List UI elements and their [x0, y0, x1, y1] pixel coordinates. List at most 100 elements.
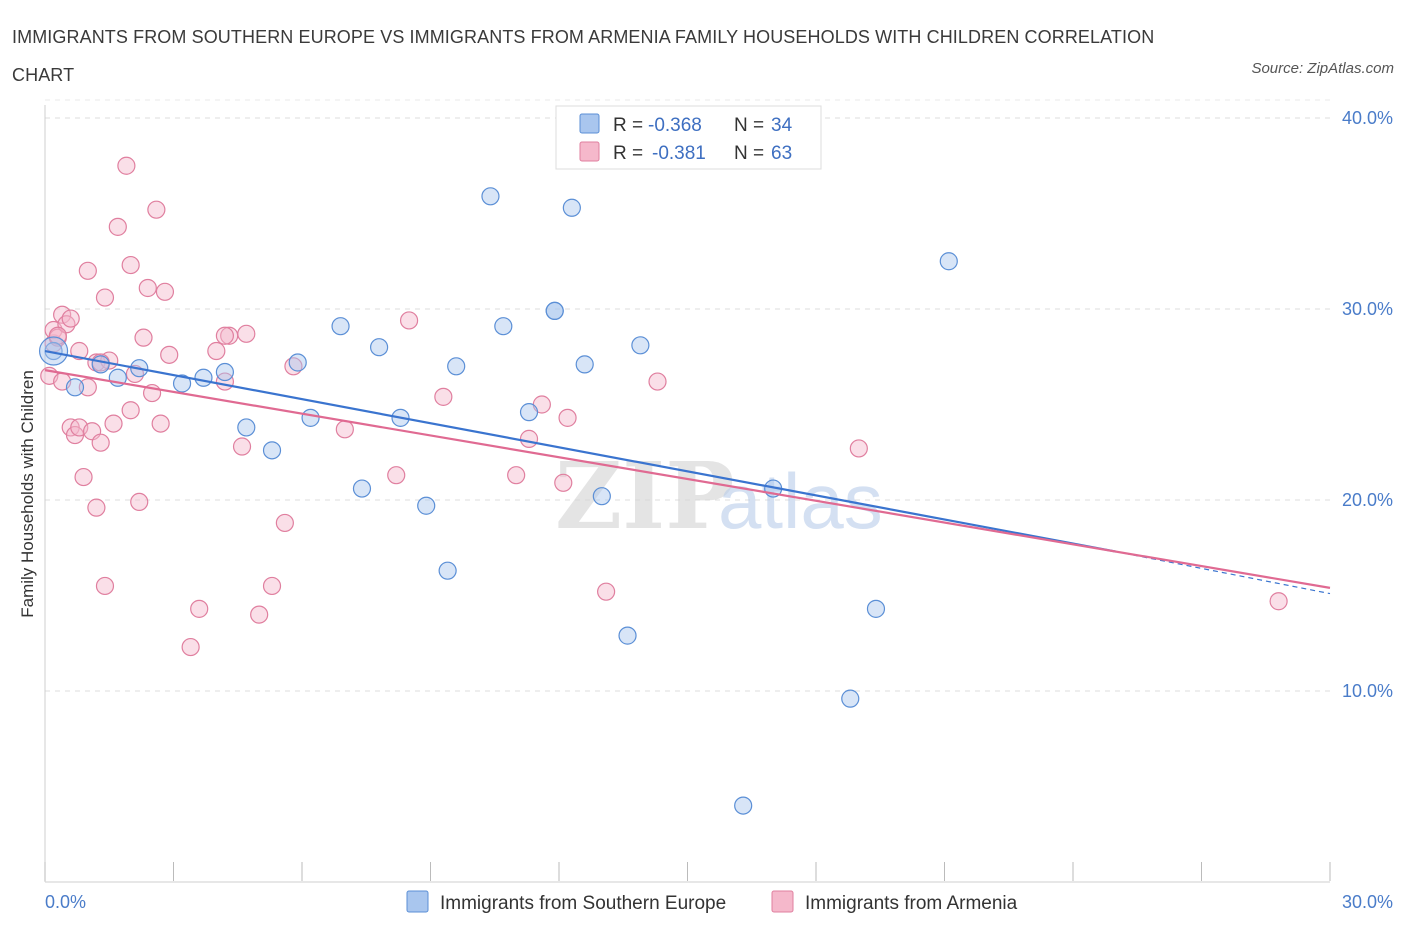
- point-armenia-28: [130, 492, 149, 512]
- point-southern-europe-25: [592, 487, 611, 506]
- trend-line-armenia: [44, 369, 1331, 589]
- point-armenia-29: [134, 328, 153, 347]
- x-tick-label-min: 0.0%: [45, 892, 86, 912]
- point-southern-europe-27: [631, 336, 650, 355]
- legend-n-value-0: 34: [771, 115, 793, 136]
- watermark-atlas: atlas: [718, 457, 883, 545]
- point-armenia-18: [91, 433, 110, 452]
- point-southern-europe-19: [481, 187, 500, 206]
- legend-r-label-0: R =: [613, 115, 643, 136]
- point-armenia-4: [53, 305, 72, 324]
- point-southern-europe-32: [939, 252, 958, 271]
- axes: [44, 105, 1331, 883]
- point-armenia-23: [108, 217, 127, 236]
- point-armenia-56: [597, 582, 616, 601]
- point-southern-europe-10: [288, 353, 307, 372]
- point-armenia-32: [147, 200, 166, 219]
- y-axis-title: Family Households with Children: [18, 370, 37, 618]
- point-armenia-44: [262, 576, 282, 596]
- gridlines: [45, 99, 1330, 692]
- point-armenia-42: [237, 324, 256, 343]
- point-armenia-14: [78, 261, 97, 280]
- point-southern-europe-30: [841, 689, 860, 708]
- watermark-zip: ZIP: [555, 442, 734, 550]
- trend-lines: [44, 349, 1331, 595]
- point-southern-europe-31: [866, 599, 886, 618]
- point-armenia-61: [215, 326, 234, 345]
- legend-r-value-1: -0.381: [652, 143, 706, 164]
- point-armenia-11: [70, 341, 89, 361]
- point-southern-europe-33: [545, 301, 564, 321]
- trend-line-southern-europe: [44, 349, 1117, 553]
- data-points: [38, 156, 1288, 815]
- y-tick-label-30: 30.0%: [1342, 299, 1393, 319]
- legend-n-label-0: N =: [734, 115, 764, 136]
- point-armenia-43: [250, 605, 269, 624]
- x-tick-label-max: 30.0%: [1342, 892, 1393, 912]
- point-armenia-24: [117, 156, 136, 175]
- point-armenia-41: [232, 437, 252, 456]
- point-armenia-13: [78, 378, 97, 397]
- point-armenia-26: [121, 401, 140, 420]
- point-southern-europe-24: [575, 355, 594, 374]
- y-tick-label-20: 20.0%: [1342, 490, 1393, 510]
- stats-legend: R = -0.368 N = 34 R = -0.381 N = 63: [555, 105, 822, 170]
- point-armenia-37: [190, 599, 209, 618]
- point-armenia-34: [155, 282, 175, 301]
- point-armenia-19: [95, 576, 115, 596]
- y-tick-label-10: 10.0%: [1342, 681, 1393, 701]
- point-southern-europe-6: [194, 368, 213, 387]
- tick-labels: 10.0% 20.0% 30.0% 40.0% 0.0% 30.0%: [45, 108, 1393, 912]
- point-armenia-12: [74, 467, 93, 487]
- point-armenia-47: [335, 420, 354, 439]
- point-armenia-33: [151, 414, 170, 433]
- point-armenia-57: [648, 372, 667, 391]
- point-southern-europe-8: [237, 418, 256, 437]
- point-armenia-45: [275, 513, 294, 533]
- point-southern-europe-11: [301, 408, 320, 427]
- point-armenia-25: [121, 255, 140, 275]
- point-southern-europe-14: [370, 338, 389, 357]
- chart-title: IMMIGRANTS FROM SOUTHERN EUROPE VS IMMIG…: [12, 27, 1155, 85]
- series-legend-label-southern-europe: Immigrants from Southern Europe: [440, 893, 726, 914]
- point-southern-europe-large: [38, 336, 69, 366]
- point-armenia-54: [554, 473, 573, 492]
- point-southern-europe-7: [215, 362, 234, 382]
- point-southern-europe-21: [519, 403, 539, 422]
- legend-n-value-1: 63: [771, 143, 792, 164]
- point-southern-europe-1: [65, 378, 85, 397]
- y-tick-label-40: 40.0%: [1342, 108, 1393, 128]
- series-legend: Immigrants from Southern Europe Immigran…: [406, 890, 1018, 914]
- series-legend-swatch-southern-europe: [406, 890, 429, 913]
- stats-legend-box: [555, 105, 822, 170]
- point-southern-europe-2: [91, 355, 110, 374]
- point-armenia-50: [434, 387, 453, 406]
- legend-r-label-1: R =: [613, 143, 643, 164]
- point-southern-europe-23: [562, 198, 581, 217]
- point-southern-europe-28: [734, 796, 753, 815]
- point-armenia-22: [104, 414, 123, 433]
- point-armenia-48: [387, 466, 406, 485]
- series-legend-swatch-armenia: [771, 890, 794, 913]
- point-southern-europe-20: [494, 317, 513, 336]
- point-armenia-55: [558, 408, 577, 427]
- source-label: Source: ZipAtlas.com: [1251, 60, 1394, 77]
- point-armenia-8: [61, 309, 80, 328]
- point-southern-europe-9: [262, 441, 282, 460]
- point-southern-europe-18: [447, 357, 466, 376]
- point-armenia-38: [207, 341, 226, 361]
- legend-swatch-southern-europe: [579, 113, 600, 134]
- point-armenia-35: [160, 345, 179, 364]
- point-armenia-20: [95, 288, 115, 307]
- point-armenia-49: [399, 311, 419, 330]
- legend-swatch-armenia: [579, 141, 600, 162]
- legend-r-value-0: -0.368: [648, 115, 702, 136]
- point-southern-europe-12: [331, 317, 350, 336]
- point-southern-europe-5: [172, 374, 192, 393]
- legend-n-label-1: N =: [734, 143, 764, 164]
- point-southern-europe-13: [352, 479, 372, 498]
- point-armenia-30: [138, 278, 157, 298]
- point-armenia-59: [1269, 592, 1288, 611]
- point-southern-europe-26: [618, 626, 637, 645]
